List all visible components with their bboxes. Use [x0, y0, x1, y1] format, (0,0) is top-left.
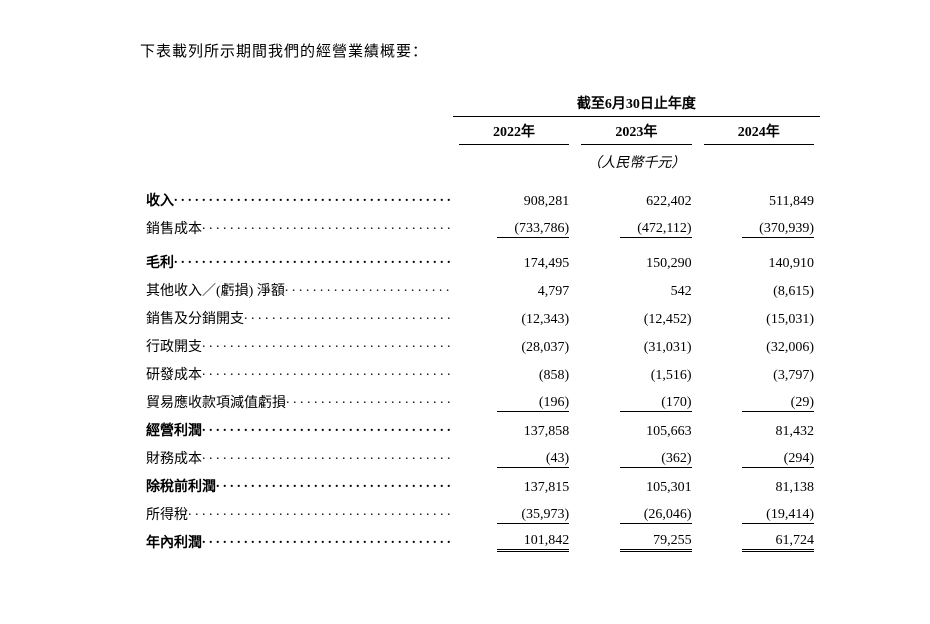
table-row: 銷售及分銷開支(12,343)(12,452)(15,031) [140, 304, 820, 332]
row-value: (1,516) [575, 360, 697, 388]
row-label: 銷售及分銷開支 [140, 304, 453, 332]
row-value: (29) [698, 388, 820, 416]
row-value: (3,797) [698, 360, 820, 388]
row-value: 622,402 [575, 186, 697, 214]
row-value: 140,910 [698, 242, 820, 276]
row-label: 財務成本 [140, 444, 453, 472]
table-row: 所得稅(35,973)(26,046)(19,414) [140, 500, 820, 528]
row-value: (858) [453, 360, 575, 388]
row-value: (19,414) [698, 500, 820, 528]
unit-label: （人民幣千元） [453, 149, 820, 186]
row-label: 行政開支 [140, 332, 453, 360]
row-value: (294) [698, 444, 820, 472]
row-value: 105,663 [575, 416, 697, 444]
row-value: 81,432 [698, 416, 820, 444]
row-value: (43) [453, 444, 575, 472]
row-value: 137,815 [453, 472, 575, 500]
page-root: 下表載列所示期間我們的經營業績概要： 截至6月30日止年度 2022年 2023… [0, 0, 930, 596]
row-value: (12,343) [453, 304, 575, 332]
table-row: 其他收入／(虧損) 淨額4,797542(8,615) [140, 276, 820, 304]
table-row: 貿易應收款項減值虧損(196)(170)(29) [140, 388, 820, 416]
row-value: 79,255 [575, 528, 697, 556]
year-col-3: 2024年 [704, 121, 814, 145]
row-label: 年內利潤 [140, 528, 453, 556]
table-row: 行政開支(28,037)(31,031)(32,006) [140, 332, 820, 360]
financial-table: 截至6月30日止年度 2022年 2023年 2024年 （人民幣千元） 收入9… [140, 89, 820, 556]
table-row: 除稅前利潤137,815105,30181,138 [140, 472, 820, 500]
table-row: 財務成本(43)(362)(294) [140, 444, 820, 472]
row-label: 收入 [140, 186, 453, 214]
row-value: 105,301 [575, 472, 697, 500]
row-value: 81,138 [698, 472, 820, 500]
row-value: (472,112) [575, 214, 697, 242]
row-value: 511,849 [698, 186, 820, 214]
row-value: (26,046) [575, 500, 697, 528]
table-row: 毛利174,495150,290140,910 [140, 242, 820, 276]
row-value: (170) [575, 388, 697, 416]
super-header-row: 截至6月30日止年度 [140, 89, 820, 117]
row-value: 908,281 [453, 186, 575, 214]
row-label: 所得稅 [140, 500, 453, 528]
row-label: 銷售成本 [140, 214, 453, 242]
year-col-2: 2023年 [581, 121, 691, 145]
row-value: 174,495 [453, 242, 575, 276]
row-value: (28,037) [453, 332, 575, 360]
row-label: 貿易應收款項減值虧損 [140, 388, 453, 416]
unit-row: （人民幣千元） [140, 149, 820, 186]
row-value: (733,786) [453, 214, 575, 242]
row-value: (31,031) [575, 332, 697, 360]
row-label: 毛利 [140, 242, 453, 276]
table-row: 研發成本(858)(1,516)(3,797) [140, 360, 820, 388]
year-col-1: 2022年 [459, 121, 569, 145]
row-label: 研發成本 [140, 360, 453, 388]
row-value: (196) [453, 388, 575, 416]
row-value: 542 [575, 276, 697, 304]
row-value: 101,842 [453, 528, 575, 556]
row-value: 4,797 [453, 276, 575, 304]
row-value: (8,615) [698, 276, 820, 304]
table-row: 收入908,281622,402511,849 [140, 186, 820, 214]
row-value: 150,290 [575, 242, 697, 276]
table-row: 銷售成本(733,786)(472,112)(370,939) [140, 214, 820, 242]
intro-text: 下表載列所示期間我們的經營業績概要： [140, 40, 820, 61]
row-value: (362) [575, 444, 697, 472]
table-row: 年內利潤101,84279,25561,724 [140, 528, 820, 556]
row-value: (370,939) [698, 214, 820, 242]
table-row: 經營利潤137,858105,66381,432 [140, 416, 820, 444]
period-header: 截至6月30日止年度 [453, 89, 820, 117]
row-value: (32,006) [698, 332, 820, 360]
year-header-row: 2022年 2023年 2024年 [140, 117, 820, 150]
row-label: 經營利潤 [140, 416, 453, 444]
row-value: 137,858 [453, 416, 575, 444]
row-label: 除稅前利潤 [140, 472, 453, 500]
row-value: (15,031) [698, 304, 820, 332]
row-value: (35,973) [453, 500, 575, 528]
row-value: (12,452) [575, 304, 697, 332]
row-value: 61,724 [698, 528, 820, 556]
row-label: 其他收入／(虧損) 淨額 [140, 276, 453, 304]
